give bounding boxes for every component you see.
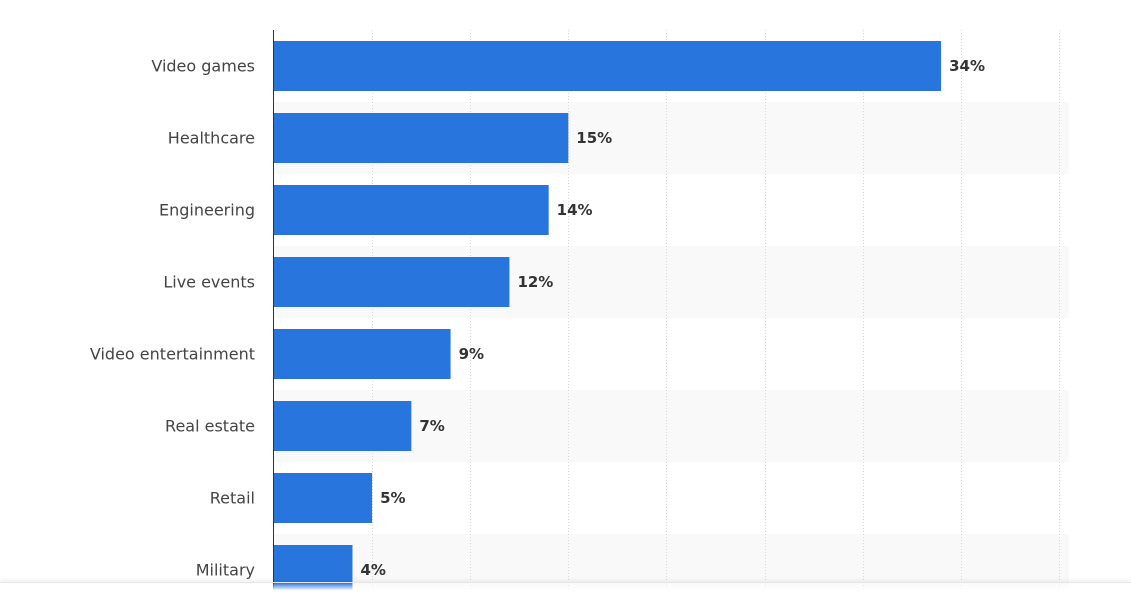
bar[interactable] — [274, 41, 942, 91]
bar[interactable] — [274, 329, 451, 379]
category-label: Live events — [163, 273, 255, 292]
category-label: Retail — [210, 489, 255, 508]
value-label: 7% — [419, 417, 444, 435]
value-label: 9% — [459, 345, 484, 363]
value-label: 4% — [360, 561, 385, 579]
bar[interactable] — [274, 257, 510, 307]
category-label: Real estate — [165, 417, 255, 436]
bar[interactable] — [274, 185, 549, 235]
category-label: Military — [196, 561, 255, 580]
category-label: Engineering — [159, 201, 255, 220]
bars — [274, 41, 942, 595]
value-label: 15% — [576, 129, 612, 147]
bottom-scroll-shadow — [0, 582, 1131, 608]
category-labels: Video games Healthcare Engineering Live eve… — [90, 57, 255, 580]
value-label: 5% — [380, 489, 405, 507]
value-label: 34% — [949, 57, 985, 75]
bar[interactable] — [274, 113, 569, 163]
category-label: Video entertainment — [90, 345, 255, 364]
value-labels: 34% 15% 14% 12% 9% 7% 5% 4% — [360, 57, 985, 579]
bar[interactable] — [274, 473, 373, 523]
category-label: Healthcare — [168, 129, 255, 148]
category-label: Video games — [151, 57, 255, 76]
bar[interactable] — [274, 401, 412, 451]
value-label: 12% — [517, 273, 553, 291]
value-label: 14% — [557, 201, 593, 219]
